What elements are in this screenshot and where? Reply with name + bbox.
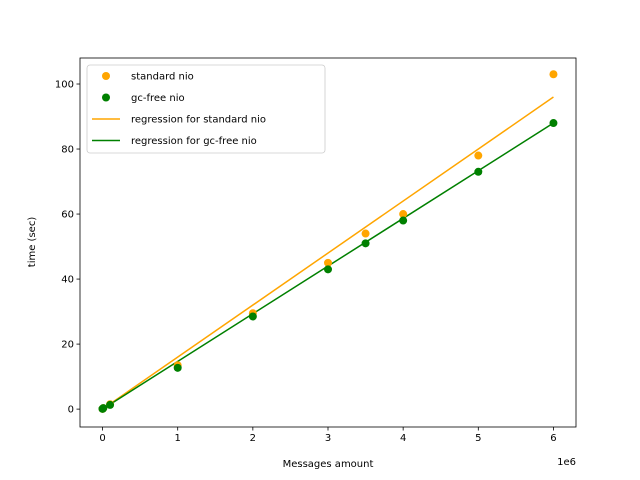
- data-point-0-6: [324, 258, 332, 267]
- data-point-1-2: [99, 404, 108, 413]
- x-axis-offset-label: 1e6: [557, 457, 576, 468]
- legend-label-0: standard nio: [131, 72, 194, 83]
- legend-label-1: gc-free nio: [131, 93, 185, 104]
- x-tick-label: 5: [475, 433, 481, 444]
- data-point-1-10: [549, 119, 558, 128]
- x-tick-label: 6: [550, 433, 556, 444]
- legend-box: [86, 64, 326, 154]
- y-tick-label: 40: [61, 275, 74, 286]
- x-axis-label: Messages amount: [283, 459, 374, 470]
- x-tick-label: 4: [400, 433, 406, 444]
- legend-marker-0: [102, 72, 110, 80]
- legend-label-3: regression for gc-free nio: [131, 136, 257, 147]
- x-tick-label: 0: [99, 433, 105, 444]
- regression-line-2: [102, 96, 554, 410]
- x-tick-label: 1: [175, 433, 181, 444]
- y-tick-label: 20: [61, 340, 74, 351]
- legend-marker-1: [102, 93, 110, 102]
- y-tick-label: 100: [55, 80, 74, 91]
- x-tick-label: 3: [325, 433, 331, 444]
- y-tick-label: 60: [61, 210, 74, 221]
- data-point-1-8: [399, 216, 408, 225]
- legend-label-2: regression for standard nio: [131, 115, 266, 126]
- data-point-1-7: [361, 239, 370, 248]
- legend: standard nio gc-free nio regression for st…: [86, 64, 326, 154]
- data-point-1-9: [474, 167, 483, 176]
- data-point-0-9: [474, 151, 483, 160]
- x-axis-ticks: 0 1 2 3 4 5 6: [99, 427, 557, 444]
- data-point-1-4: [173, 363, 182, 372]
- plot-marks: [98, 70, 558, 413]
- data-point-1-6: [324, 265, 332, 274]
- x-tick-label: 2: [250, 433, 256, 444]
- data-point-0-10: [549, 70, 558, 79]
- y-axis-label: time (sec): [27, 217, 38, 268]
- data-point-0-7: [361, 229, 370, 238]
- data-point-0-8: [399, 210, 408, 219]
- y-tick-label: 80: [61, 145, 74, 156]
- y-axis-ticks: 0 20 40 60 80 100: [55, 80, 80, 416]
- y-tick-label: 0: [68, 405, 74, 416]
- data-point-1-3: [106, 400, 115, 409]
- data-point-1-5: [248, 312, 257, 321]
